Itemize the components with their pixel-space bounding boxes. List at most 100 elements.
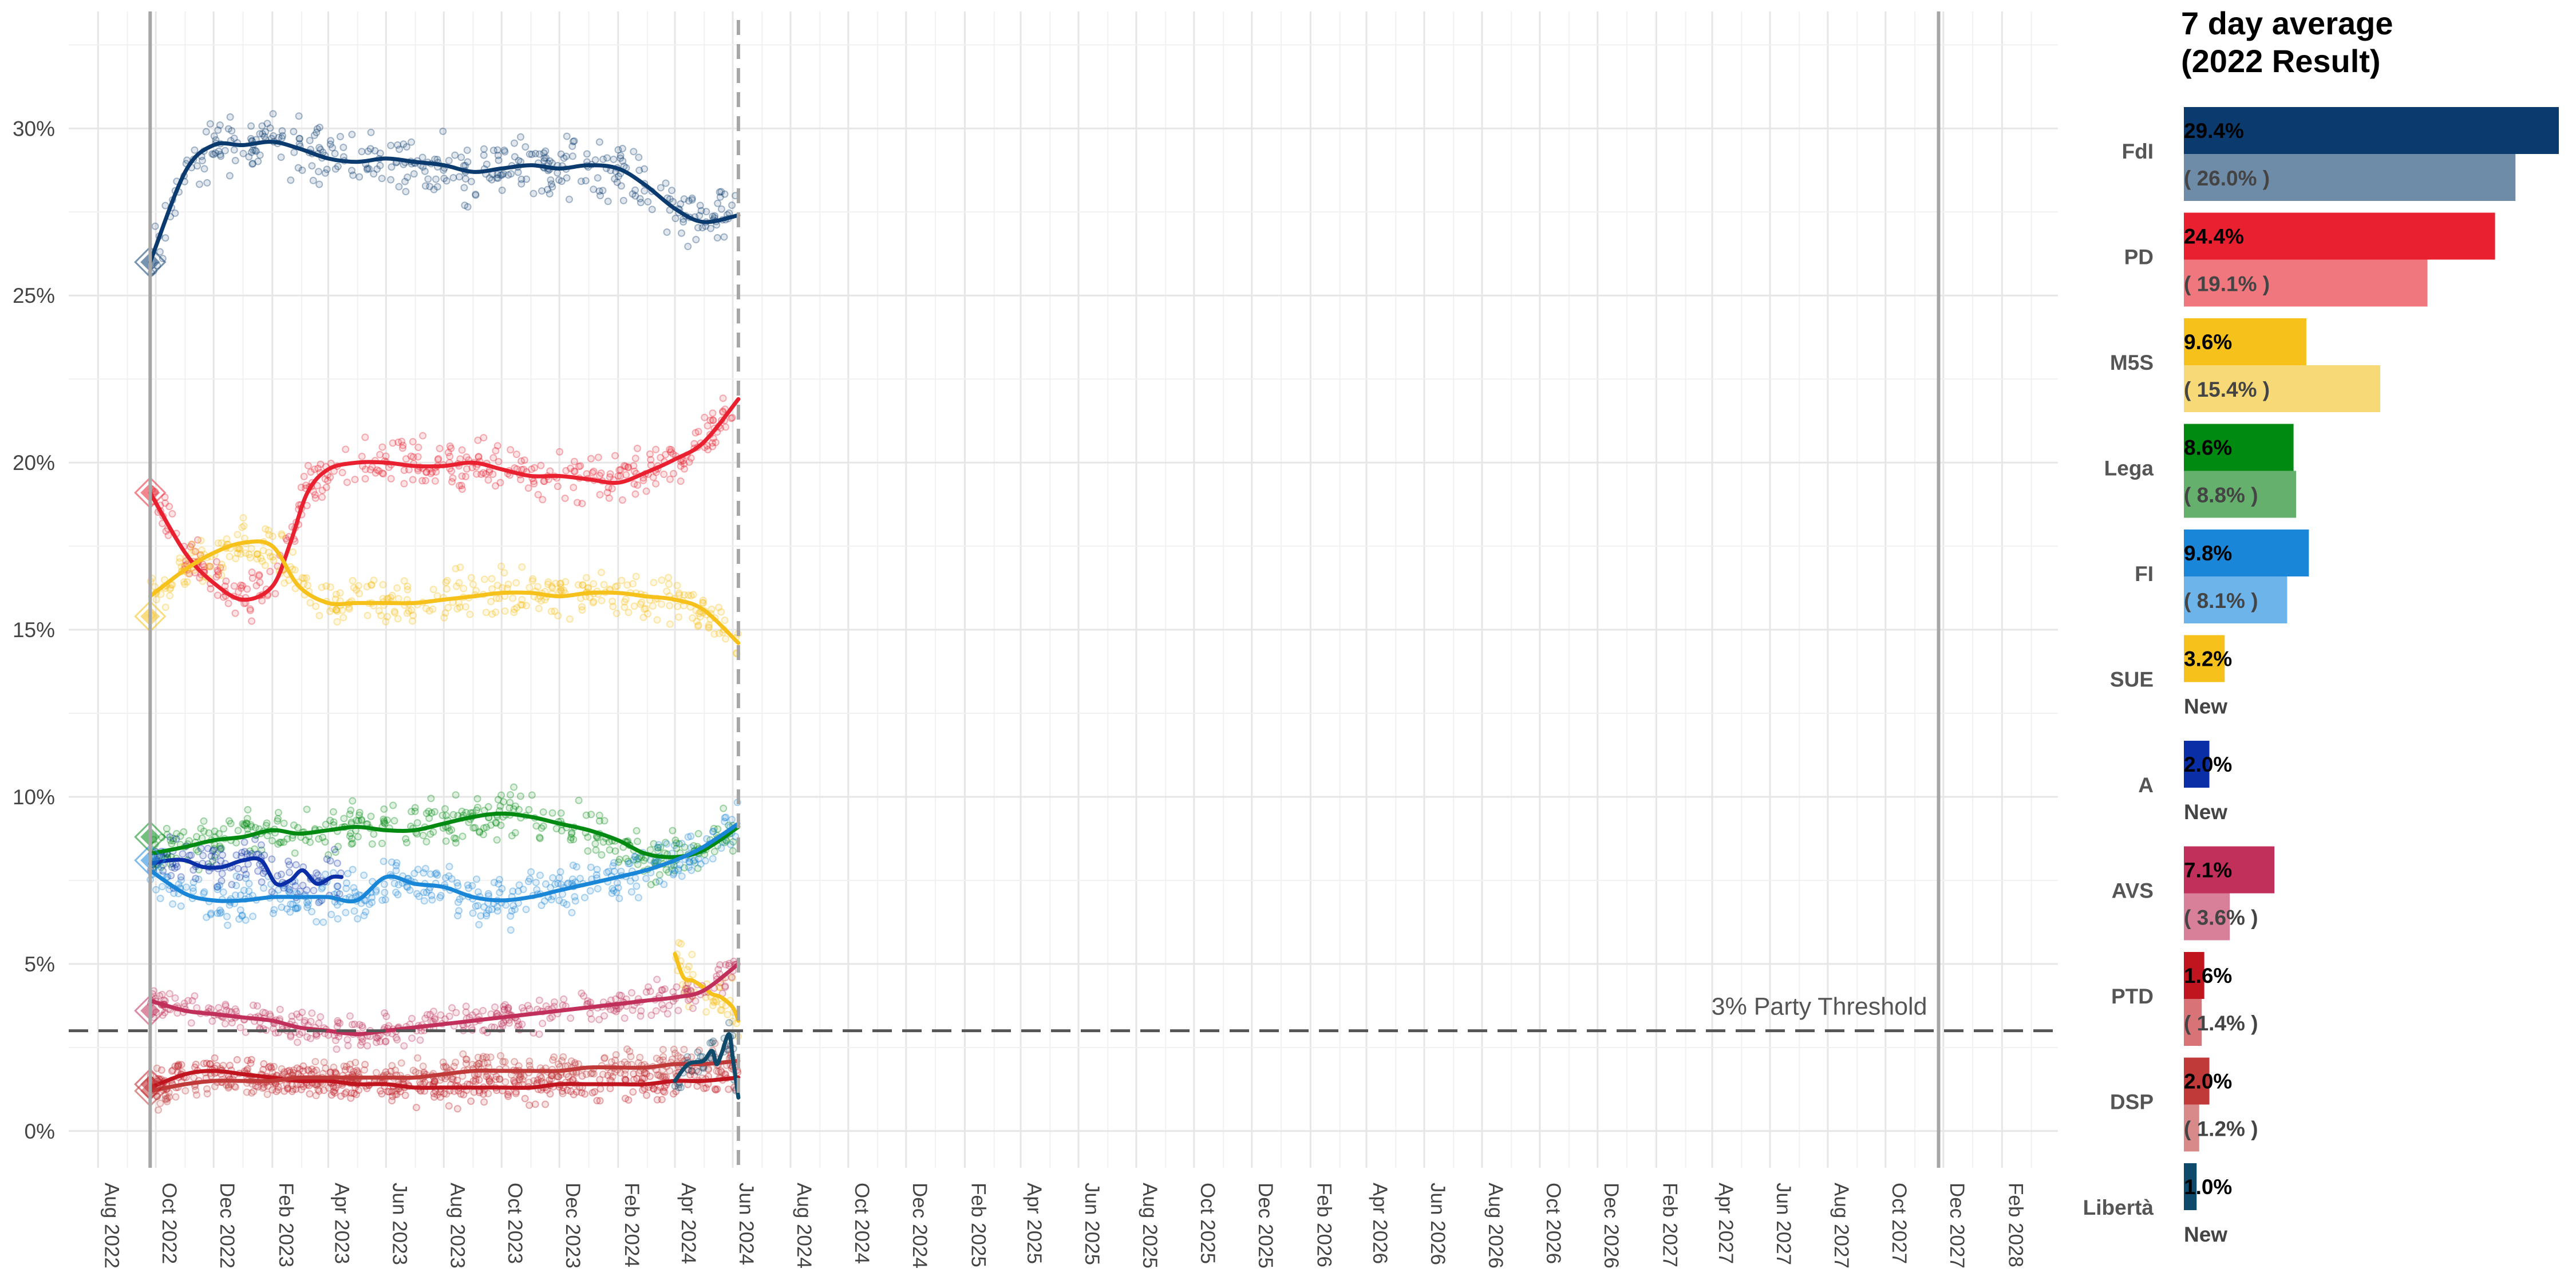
poll-point (567, 836, 575, 844)
poll-point (193, 536, 202, 544)
poll-point (448, 478, 456, 486)
poll-point (678, 872, 686, 880)
poll-point (658, 986, 666, 994)
poll-point (694, 855, 702, 863)
poll-point (722, 961, 730, 969)
poll-point (459, 832, 467, 840)
poll-point (381, 1009, 389, 1017)
poll-point (434, 456, 442, 464)
poll-point (242, 916, 250, 924)
poll-point (570, 137, 578, 145)
poll-point (326, 857, 334, 865)
poll-point (392, 888, 400, 896)
bar-result-label: ( 15.4% ) (2184, 378, 2270, 401)
poll-point (552, 579, 560, 587)
poll-point (630, 467, 638, 475)
poll-point (671, 836, 679, 844)
poll-point (546, 1014, 554, 1022)
poll-point (393, 1036, 401, 1044)
poll-point (185, 851, 193, 859)
bar-average-label: 29.4% (2184, 119, 2244, 143)
poll-point (261, 562, 269, 570)
poll-point (334, 843, 342, 851)
poll-point (605, 867, 613, 875)
poll-point (333, 606, 341, 614)
poll-point (348, 167, 356, 175)
poll-point (724, 1010, 732, 1018)
poll-point (472, 1008, 480, 1016)
x-tick-label: Jun 2026 (1427, 1183, 1449, 1265)
poll-point (498, 171, 506, 179)
poll-point (347, 807, 355, 815)
bar-category-label: AVS (2112, 879, 2154, 903)
poll-point (164, 873, 172, 881)
poll-point (403, 609, 411, 617)
poll-point (449, 173, 457, 181)
poll-point (210, 846, 218, 854)
poll-point (196, 574, 204, 582)
poll-point (617, 991, 625, 999)
poll-point (386, 594, 394, 602)
poll-point (580, 992, 588, 1000)
poll-point (247, 122, 255, 130)
poll-point (483, 910, 491, 918)
poll-point (729, 847, 737, 855)
poll-point (165, 990, 173, 998)
poll-point (497, 821, 505, 829)
poll-point (195, 180, 203, 188)
poll-point (355, 1086, 363, 1095)
poll-point (564, 879, 572, 887)
poll-point (471, 824, 479, 832)
poll-point (361, 475, 369, 483)
poll-point (387, 176, 395, 184)
poll-point (702, 993, 710, 1001)
poll-point (294, 164, 302, 172)
poll-point (444, 603, 452, 611)
poll-point (516, 133, 524, 141)
x-tick-label: Oct 2027 (1888, 1183, 1910, 1264)
poll-point (392, 867, 400, 875)
poll-point (429, 828, 437, 836)
poll-point (331, 165, 339, 173)
poll-point (509, 594, 517, 602)
poll-point (428, 891, 436, 899)
poll-point (472, 191, 480, 199)
bar-category-label: SUE (2110, 668, 2154, 692)
poll-point (488, 610, 496, 618)
poll-point (669, 827, 677, 835)
poll-point (484, 890, 492, 898)
poll-point (700, 599, 708, 607)
poll-point (152, 595, 160, 603)
poll-point (684, 591, 692, 599)
poll-point (379, 580, 387, 588)
poll-point (290, 128, 298, 136)
poll-point (665, 580, 673, 588)
poll-point (701, 444, 709, 452)
poll-point (546, 1090, 554, 1098)
x-tick-label: Aug 2026 (1484, 1183, 1507, 1269)
poll-point (392, 862, 400, 870)
poll-point (710, 824, 718, 832)
poll-point (350, 1020, 358, 1028)
poll-point (690, 440, 698, 448)
poll-point (631, 455, 639, 463)
poll-point (596, 192, 605, 200)
poll-point (621, 462, 629, 470)
poll-point (727, 414, 735, 422)
poll-point (346, 832, 354, 840)
poll-point (536, 835, 544, 843)
poll-point (492, 819, 500, 827)
poll-point (408, 138, 416, 146)
poll-point (254, 867, 262, 875)
poll-point (232, 882, 240, 890)
poll-point (617, 1069, 625, 1077)
poll-point (362, 897, 370, 905)
poll-point (704, 422, 712, 430)
poll-point (277, 839, 285, 847)
poll-point (274, 817, 282, 825)
poll-point (409, 611, 417, 619)
poll-point (380, 880, 388, 888)
poll-point (587, 811, 595, 819)
poll-point (408, 606, 416, 614)
poll-point (500, 569, 508, 577)
